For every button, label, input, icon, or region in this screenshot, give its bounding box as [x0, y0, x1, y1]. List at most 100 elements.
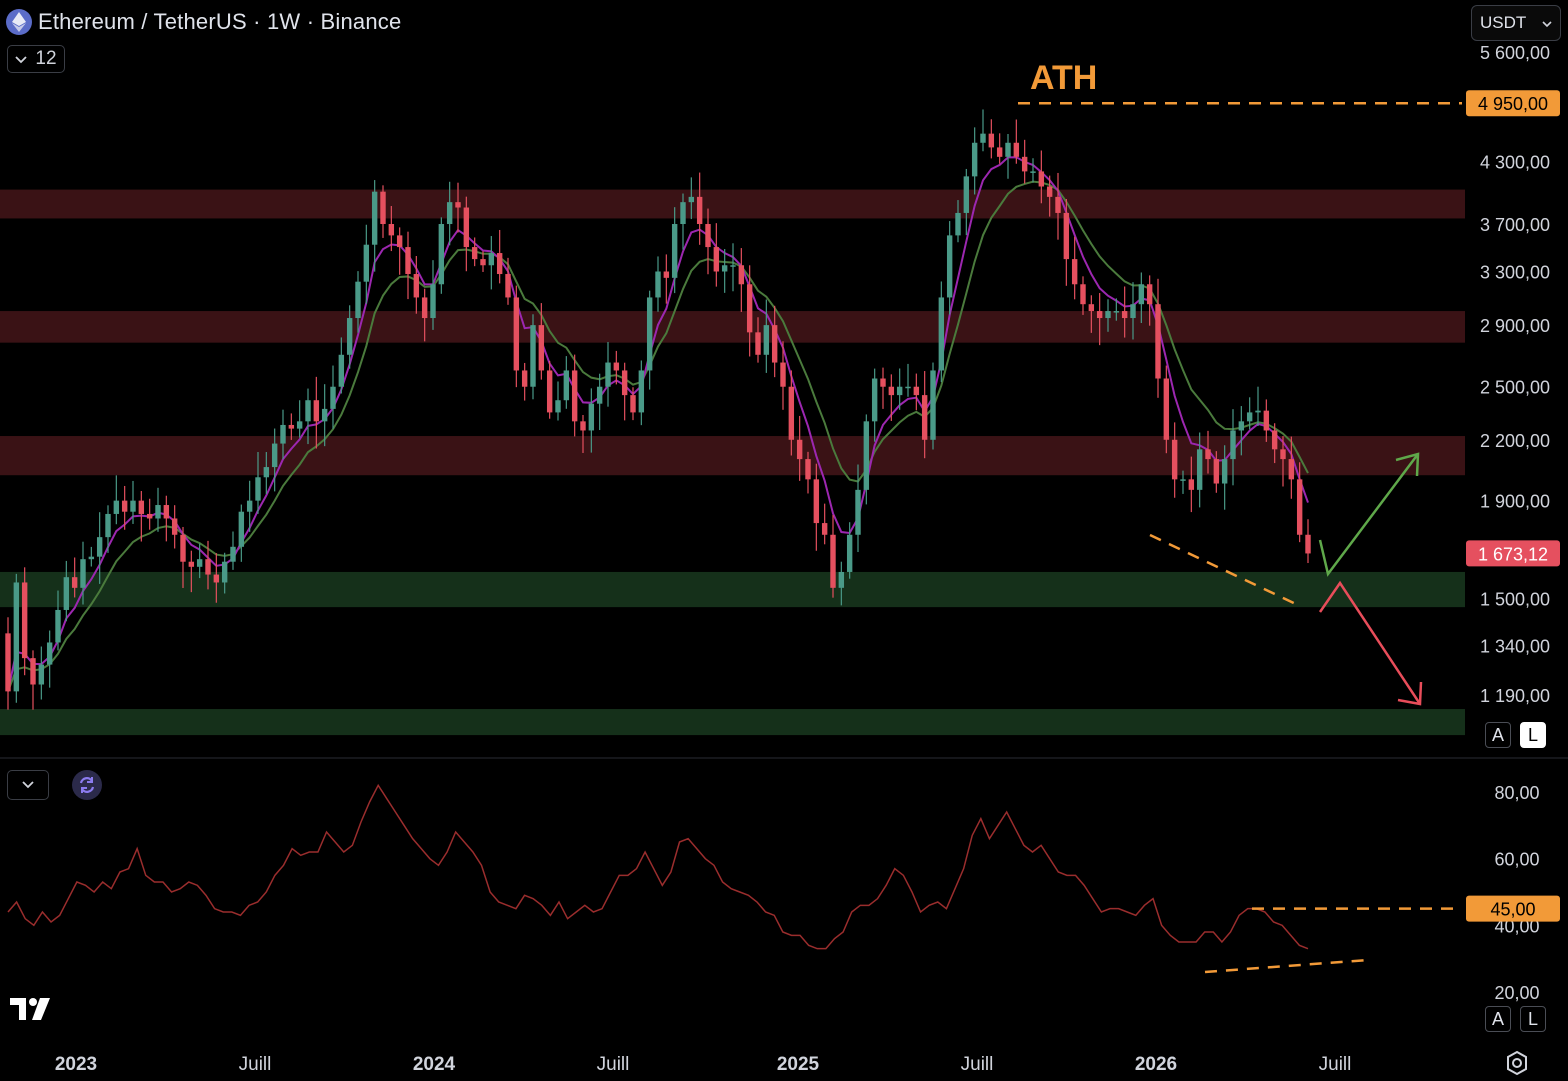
- candle-body: [938, 297, 945, 371]
- candle-body: [721, 265, 728, 272]
- candle-body: [1288, 459, 1295, 480]
- candle-body: [613, 362, 620, 371]
- candle-body: [438, 224, 445, 285]
- candle-body: [746, 284, 753, 333]
- symbol-title[interactable]: Ethereum / TetherUS · 1W · Binance: [38, 9, 402, 34]
- candle-body: [1105, 311, 1111, 319]
- candle-body: [946, 235, 953, 298]
- candle-body: [521, 370, 528, 387]
- candle-body: [1171, 439, 1178, 480]
- candle-body: [988, 133, 995, 148]
- candle-body: [46, 642, 53, 665]
- candle-body: [346, 318, 353, 355]
- divergence-line: [1149, 533, 1301, 608]
- candle-body: [688, 196, 695, 203]
- currency-selector[interactable]: USDT: [1471, 5, 1561, 41]
- candle-body: [930, 370, 936, 440]
- price-tick-label: 2 200,00: [1480, 431, 1550, 451]
- auto-scale-button[interactable]: A: [1485, 722, 1511, 748]
- chevron-down-icon: [22, 776, 34, 794]
- time-tick-label: 2025: [777, 1054, 820, 1075]
- candle-body: [1088, 304, 1095, 312]
- candle-body: [913, 386, 920, 396]
- candle-body: [296, 421, 303, 429]
- candle-body: [738, 265, 745, 285]
- candle-body: [563, 370, 570, 401]
- candle-body: [546, 370, 553, 413]
- candle-body: [813, 479, 820, 524]
- candle-body: [280, 424, 286, 444]
- candle-body: [971, 142, 978, 177]
- candle-body: [105, 513, 111, 538]
- candle-body: [155, 505, 161, 519]
- current-price-label: 1 673,12: [1478, 544, 1548, 564]
- price-tick-label: 1 900,00: [1480, 492, 1550, 512]
- candle-body: [571, 370, 578, 422]
- candle-body: [680, 202, 686, 225]
- candle-body: [1138, 284, 1145, 305]
- time-tick-label: Juill: [597, 1054, 630, 1075]
- candle-body: [646, 297, 653, 371]
- candle-body: [130, 500, 136, 512]
- candle-body: [871, 378, 878, 422]
- candle-body: [771, 325, 778, 363]
- candle-body: [1255, 410, 1261, 413]
- settings-icon[interactable]: [1504, 1050, 1530, 1081]
- candle-body: [413, 274, 420, 298]
- candle-body: [1113, 311, 1120, 313]
- rsi-level-badge: [1466, 895, 1560, 922]
- candle-body: [380, 191, 386, 225]
- rsi-auto-scale-button[interactable]: A: [1485, 1006, 1511, 1032]
- candle-body: [1155, 304, 1161, 379]
- candle-body: [313, 400, 320, 422]
- price-tick-label: 1 190,00: [1480, 686, 1550, 706]
- candle-body: [363, 244, 370, 282]
- candle-body: [180, 534, 186, 562]
- price-tick-label: 3 300,00: [1480, 262, 1550, 282]
- candle-body: [763, 325, 770, 355]
- candle-body: [530, 325, 536, 387]
- candle-body: [1121, 311, 1128, 319]
- candle-body: [371, 191, 378, 245]
- candle-body: [580, 421, 586, 431]
- candle-body: [146, 513, 153, 519]
- bearish-arrow: [1318, 580, 1422, 705]
- candle-body: [1096, 311, 1103, 319]
- candle-body: [88, 556, 95, 560]
- candle-body: [713, 247, 720, 272]
- candle-body: [321, 408, 328, 422]
- support-zone: [0, 709, 1465, 736]
- candle-body: [596, 386, 603, 404]
- interval-selector[interactable]: 12: [7, 45, 65, 73]
- price-tick-label: 4 300,00: [1480, 153, 1550, 173]
- candle-body: [1071, 259, 1078, 285]
- indicator-collapse-button[interactable]: [7, 770, 49, 800]
- candle-body: [1146, 284, 1153, 305]
- candle-body: [263, 467, 270, 478]
- time-tick-label: 2026: [1135, 1054, 1177, 1075]
- current-price-badge: [1466, 540, 1560, 567]
- candle-body: [63, 577, 70, 610]
- bullish-arrow-head: [1395, 452, 1420, 477]
- candle-body: [30, 658, 36, 685]
- log-scale-button[interactable]: L: [1520, 722, 1546, 748]
- candle-body: [1213, 459, 1220, 484]
- rsi-log-scale-button[interactable]: L: [1520, 1006, 1546, 1032]
- chevron-down-icon: [15, 48, 28, 70]
- candle-body: [1021, 156, 1028, 172]
- ethereum-logo-icon: [6, 9, 32, 35]
- candle-body: [388, 224, 395, 236]
- price-tick-label: 2 900,00: [1480, 316, 1550, 336]
- refresh-icon[interactable]: [72, 770, 102, 800]
- rsi-tick-label: 20,00: [1494, 983, 1539, 1003]
- rsi-tick-label: 60,00: [1494, 850, 1539, 870]
- candle-body: [246, 500, 253, 512]
- candle-body: [196, 559, 203, 567]
- candle-body: [463, 207, 470, 248]
- candle-body: [230, 546, 236, 562]
- candle-body: [1271, 430, 1278, 450]
- rsi-tick-label: 80,00: [1494, 783, 1539, 803]
- symbol-header: Ethereum / TetherUS · 1W · Binance: [6, 8, 401, 36]
- candle-body: [330, 386, 336, 409]
